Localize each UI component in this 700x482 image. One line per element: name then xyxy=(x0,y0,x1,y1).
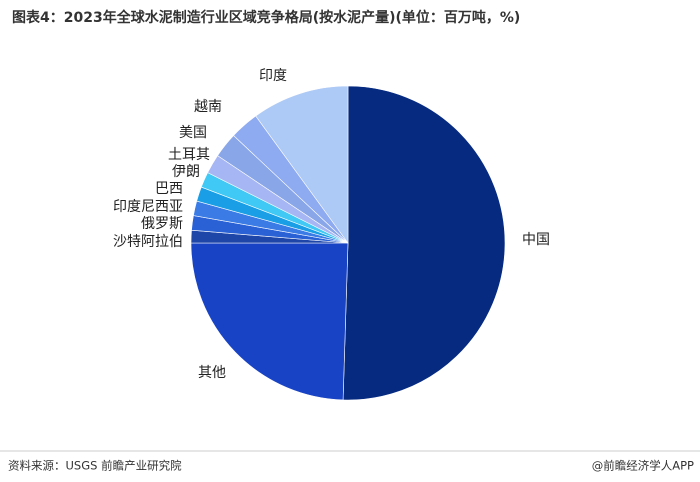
slice-label: 伊朗 xyxy=(172,164,200,180)
pie-slice xyxy=(342,85,506,401)
slice-label: 印度 xyxy=(259,68,287,84)
slice-label: 俄罗斯 xyxy=(141,216,183,232)
slice-label: 越南 xyxy=(194,99,222,115)
pie-slice xyxy=(255,85,349,244)
slice-label: 沙特阿拉伯 xyxy=(113,234,183,250)
slice-label: 其他 xyxy=(198,365,226,381)
slice-label: 土耳其 xyxy=(168,147,210,163)
slice-label: 美国 xyxy=(179,125,207,141)
slice-label: 中国 xyxy=(522,232,550,248)
brand: @前瞻经济学人APP xyxy=(592,459,694,473)
chart-title: 图表4：2023年全球水泥制造行业区域竞争格局(按水泥产量)(单位：百万吨，%) xyxy=(12,9,520,26)
slice-label: 巴西 xyxy=(155,181,183,197)
slice-label: 印度尼西亚 xyxy=(113,199,183,215)
source: 资料来源：USGS 前瞻产业研究院 xyxy=(8,459,182,473)
pie-slice xyxy=(190,242,349,401)
